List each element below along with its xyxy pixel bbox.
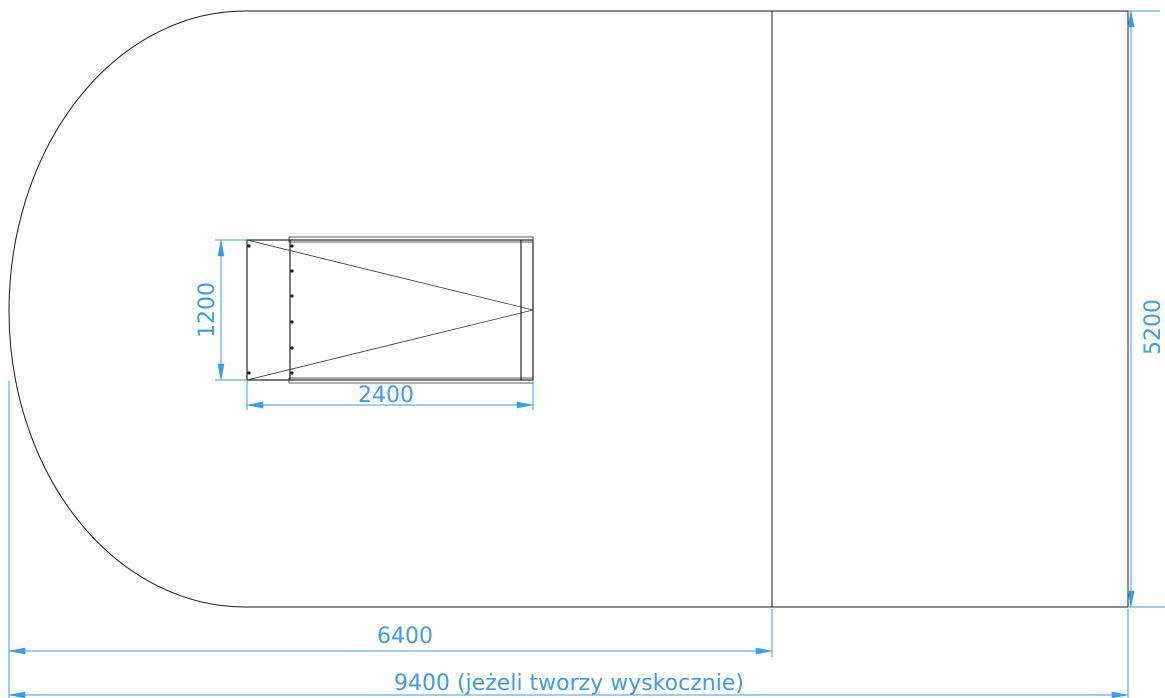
- dimension-label-total-height: 5200: [1141, 299, 1165, 355]
- dimension-arrow: [755, 647, 773, 655]
- dimension-arrow: [8, 647, 26, 655]
- dimension-label-main-width: 6400: [377, 624, 433, 649]
- platform-bolt: [290, 294, 294, 298]
- dimension-arrow: [246, 401, 264, 409]
- platform-bolt: [247, 244, 251, 248]
- dimension-arrow: [1127, 590, 1135, 608]
- platform-diagonal-top: [246, 239, 534, 311]
- dimension-arrow: [217, 363, 225, 381]
- dimension-label-object-height: 1200: [195, 282, 220, 338]
- platform-bolt: [290, 320, 294, 324]
- platform-diagonal-bottom: [246, 309, 534, 381]
- dimension-object-width: 2400: [246, 380, 534, 410]
- platform-bolt: [290, 244, 294, 248]
- dimension-total-height: 5200: [1127, 10, 1165, 608]
- dimension-object-height: 1200: [195, 239, 247, 381]
- platform-bolt: [247, 371, 251, 375]
- dimension-arrow: [516, 401, 534, 409]
- platform-deck: [288, 236, 534, 243]
- platform-bolt: [290, 371, 294, 375]
- dimension-arrow: [217, 239, 225, 257]
- dimension-label-object-width: 2400: [358, 383, 414, 408]
- site-outline: [8, 10, 1129, 608]
- platform-bolt: [290, 269, 294, 273]
- dimension-label-total-width: 9400 (jeżeli tworzy wyskocznie): [394, 671, 744, 696]
- dimension-total-width: 9400 (jeżeli tworzy wyskocznie): [8, 609, 1129, 698]
- dimension-arrow: [1111, 691, 1129, 698]
- dimension-arrow: [1127, 10, 1135, 28]
- platform-object: [246, 236, 534, 384]
- dimension-main-width: 6400: [8, 381, 773, 657]
- dimension-arrow: [8, 691, 26, 698]
- platform-bolt: [290, 346, 294, 350]
